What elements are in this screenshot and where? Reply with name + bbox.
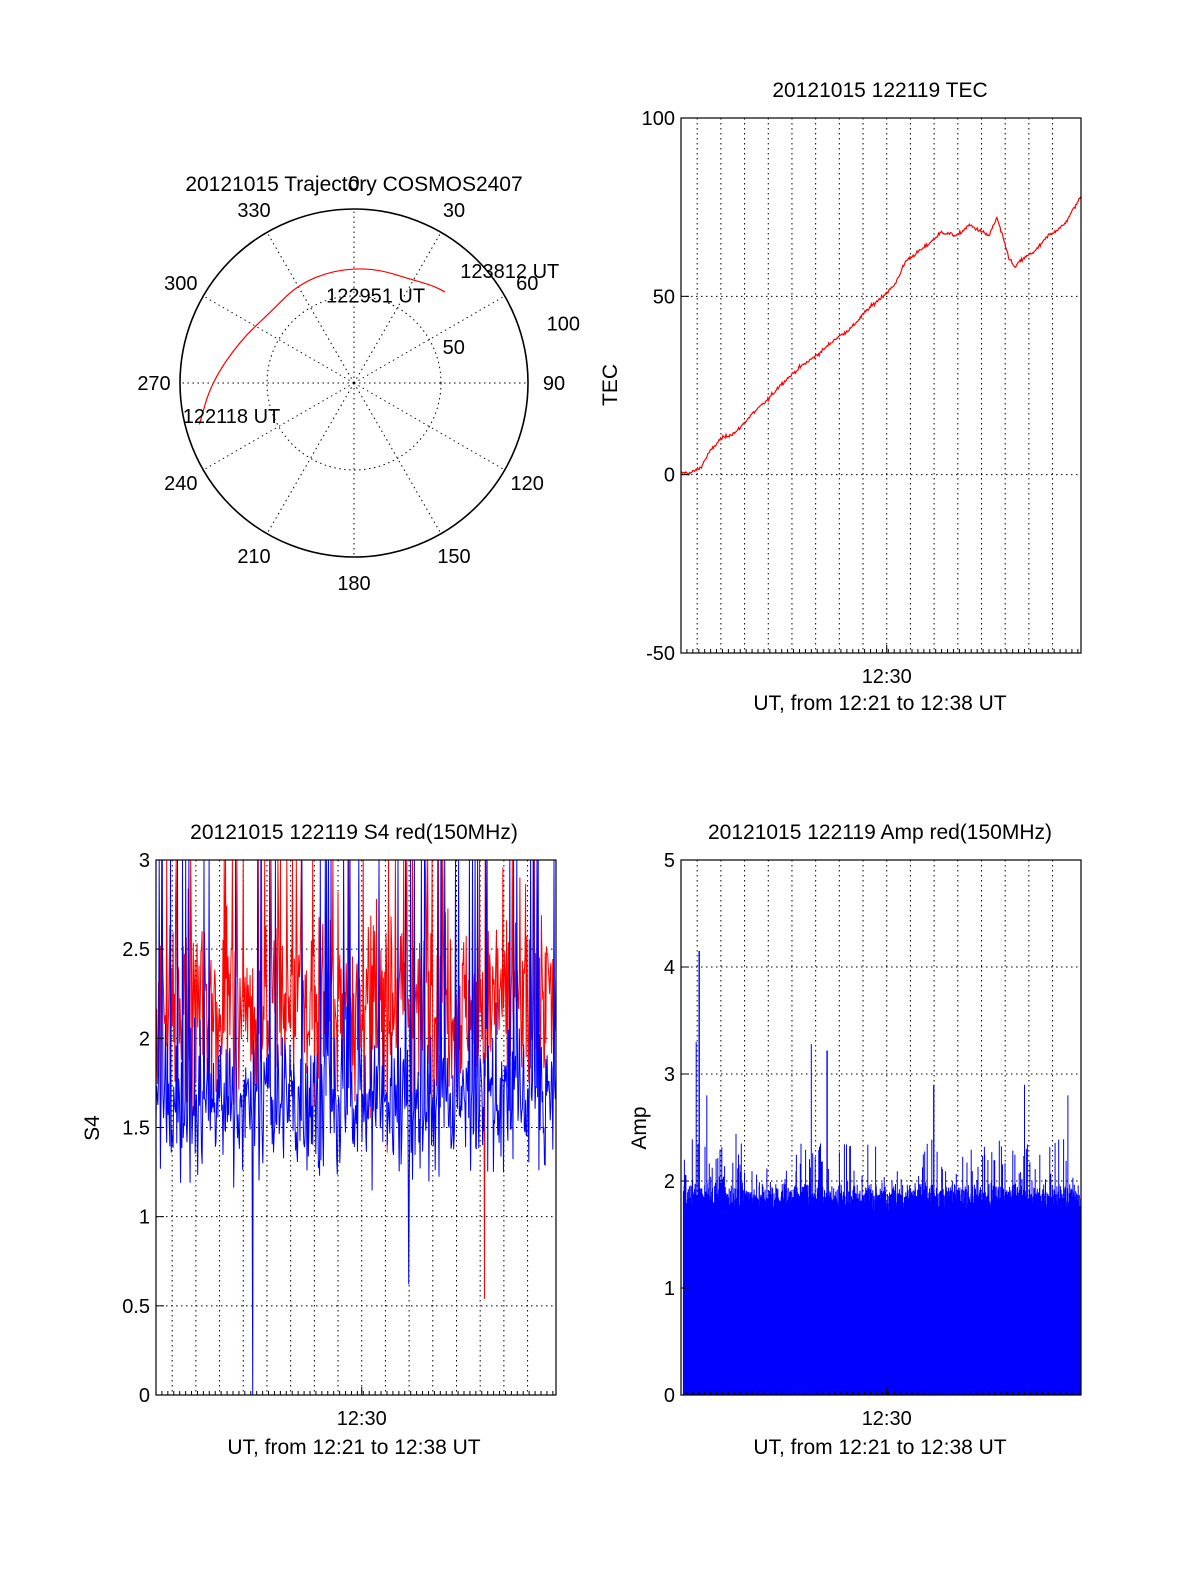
polar-spoke	[353, 295, 505, 384]
y-tick-label: 1.5	[122, 1118, 150, 1140]
y-tick-label: 2.5	[122, 939, 150, 961]
polar-spoke	[353, 232, 442, 384]
y-tick-label: 5	[664, 850, 675, 872]
amp-x-ticks: 12:30	[680, 1387, 1079, 1430]
polar-azimuth-label: 270	[137, 373, 170, 395]
trajectory-annotation: 122951 UT	[326, 285, 425, 307]
polar-spoke	[353, 382, 505, 471]
polar-azimuth-label: 90	[543, 373, 565, 395]
polar-azimuth-label: 0	[348, 173, 359, 195]
y-tick-label: 0	[139, 1385, 150, 1407]
polar-spoke	[266, 232, 355, 384]
s4-x-ticks: 12:30	[155, 1387, 554, 1430]
amp-x-axis-label: UT, from 12:21 to 12:38 UT	[753, 1436, 1006, 1459]
tec-x-axis-label: UT, from 12:21 to 12:38 UT	[753, 692, 1006, 715]
polar-azimuth-label: 120	[511, 473, 544, 495]
y-tick-label: 0.5	[122, 1296, 150, 1318]
polar-azimuth-label: 60	[516, 273, 538, 295]
s4-series-blue	[155, 859, 557, 1396]
polar-radius-labels: 50 100	[443, 314, 580, 359]
s4-grid	[156, 860, 556, 1395]
y-tick-label: 2	[139, 1028, 150, 1050]
polar-radius-label: 50	[443, 337, 465, 359]
trajectory-track	[198, 268, 446, 425]
polar-azimuth-label: 330	[237, 200, 270, 222]
tec-x-ticks: 12:30	[680, 645, 1079, 688]
y-tick-label: 2	[664, 1171, 675, 1193]
y-tick-label: 3	[139, 850, 150, 872]
polar-grid	[180, 209, 528, 557]
x-tick-label: 12:30	[337, 1408, 387, 1430]
y-tick-label: 50	[653, 286, 675, 308]
x-tick-label: 12:30	[862, 666, 912, 688]
amp-series-bars	[682, 951, 1082, 1395]
polar-spoke	[203, 295, 355, 384]
polar-azimuth-label: 150	[437, 546, 470, 568]
polar-azimuth-label: 30	[443, 200, 465, 222]
s4-y-axis-label: S4	[81, 1115, 104, 1141]
polar-azimuth-label: 180	[337, 573, 370, 595]
polar-azimuth-label: 210	[237, 546, 270, 568]
polar-azimuth-label: 240	[164, 473, 197, 495]
trajectory-annotations: 123812 UT 122951 UT 122118 UT	[183, 261, 559, 428]
tec-plot-frame	[680, 117, 1082, 654]
tec-y-ticks: -50 0 50 100	[642, 108, 689, 665]
s4-title: 20121015 122119 S4 red(150MHz)	[190, 821, 518, 844]
amp-plot-frame	[680, 859, 1082, 1396]
amp-y-ticks: 0 1 2 3 4 5	[664, 850, 689, 1407]
tec-title: 20121015 122119 TEC	[772, 79, 987, 102]
y-tick-label: -50	[646, 643, 675, 665]
polar-spoke	[203, 382, 355, 471]
polar-spoke	[353, 382, 442, 534]
tec-grid	[681, 118, 1081, 653]
x-tick-label: 12:30	[862, 1408, 912, 1430]
amp-y-axis-label: Amp	[628, 1106, 651, 1149]
amp-title: 20121015 122119 Amp red(150MHz)	[708, 821, 1052, 844]
s4-chart: 20121015 122119 S4 red(150MHz) 0 0.5 1 1.5 2…	[81, 821, 557, 1459]
tec-series-line	[680, 196, 1082, 477]
amp-chart: 20121015 122119 Amp red(150MHz) 0 1 2 3 4 5 1…	[628, 821, 1082, 1459]
polar-azimuth-labels: 0 30 60 90 120 150 180 210 240 270 300 330	[137, 173, 565, 595]
y-tick-label: 4	[664, 957, 675, 979]
polar-radius-label: 100	[547, 314, 580, 336]
y-tick-label: 0	[664, 1385, 675, 1407]
polar-outer-circle	[179, 208, 529, 558]
polar-ring	[266, 295, 442, 471]
trajectory-annotation: 122118 UT	[183, 406, 280, 428]
y-tick-label: 3	[664, 1064, 675, 1086]
polar-azimuth-label: 300	[164, 273, 197, 295]
y-tick-label: 100	[642, 108, 675, 130]
y-tick-label: 0	[664, 465, 675, 487]
s4-x-axis-label: UT, from 12:21 to 12:38 UT	[227, 1436, 480, 1459]
trajectory-annotation: 123812 UT	[460, 261, 559, 283]
y-tick-label: 1	[139, 1207, 150, 1229]
trajectory-title: 20121015 Trajectory COSMOS2407	[185, 173, 522, 196]
y-tick-label: 1	[664, 1278, 675, 1300]
polar-spoke	[266, 382, 355, 534]
tec-y-axis-label: TEC	[599, 364, 622, 406]
s4-y-ticks: 0 0.5 1 1.5 2 2.5 3	[122, 850, 164, 1407]
s4-series-red	[155, 859, 557, 1299]
trajectory-chart: 20121015 Trajectory COSMOS2407 030609012…	[137, 173, 580, 595]
